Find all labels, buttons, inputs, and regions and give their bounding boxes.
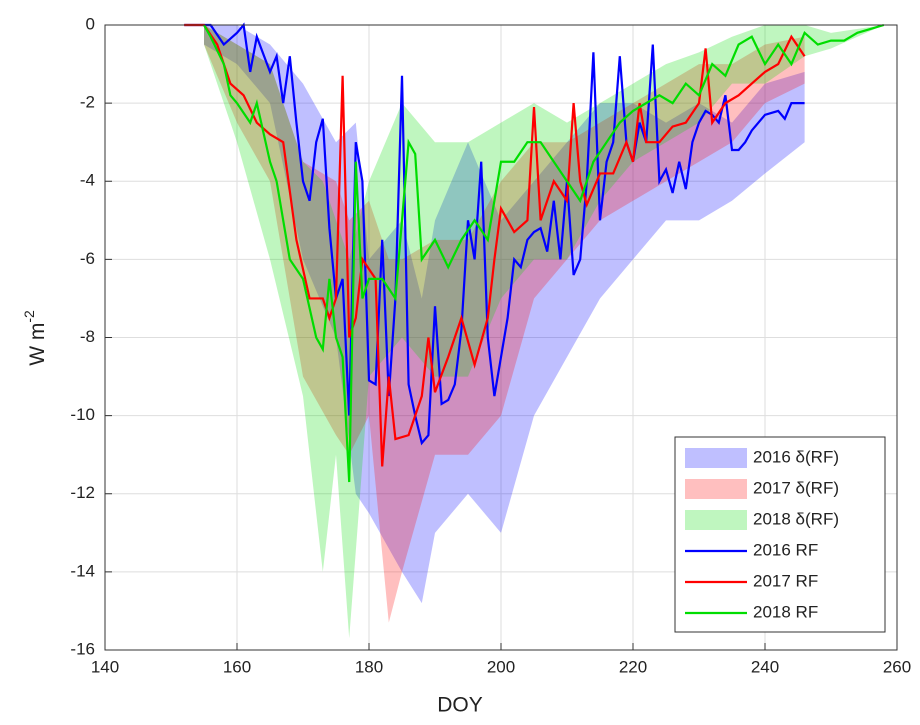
x-tick-label: 180 [355,657,383,676]
y-tick-label: -16 [70,639,95,658]
legend-label: 2017 δ(RF) [753,478,839,497]
y-label-superscript: -2 [21,310,37,323]
plot-frame [104,24,898,651]
legend-label: 2017 RF [753,571,818,590]
x-axis-label: DOY [437,694,483,717]
legend-swatch [685,510,747,530]
y-tick-label: -12 [70,483,95,502]
y-axis-label: W m-2 [21,310,49,366]
y-tick-label: -6 [80,249,95,268]
legend-label: 2016 δ(RF) [753,447,839,466]
y-label-text: W m [26,323,49,366]
uncertainty-band [204,25,805,623]
x-tick-label: 200 [487,657,515,676]
legend: 2016 δ(RF) 2017 δ(RF) 2018 δ(RF) 2016 RF 201… [674,436,886,633]
legend-box [674,436,886,633]
line [184,23,806,467]
uncertainty-band [204,25,884,639]
y-tick-label: -2 [80,93,95,112]
y-tick-label: -8 [80,327,95,346]
x-tick-label: 140 [91,657,119,676]
y-tick-label: -10 [70,405,95,424]
line [203,23,885,483]
x-tick-label: 160 [223,657,251,676]
y-tick-label: -4 [80,171,95,190]
x-tick-label: 260 [883,657,911,676]
legend-label: 2016 RF [753,540,818,559]
legend-label: 2018 RF [753,602,818,621]
x-tick-label: 240 [751,657,779,676]
x-tick-label: 220 [619,657,647,676]
legend-swatch [685,448,747,468]
legend-swatch [685,479,747,499]
line [184,22,805,446]
legend-label: 2018 δ(RF) [753,509,839,528]
y-tick-label: -14 [70,561,95,580]
y-tick-label: 0 [86,14,95,33]
